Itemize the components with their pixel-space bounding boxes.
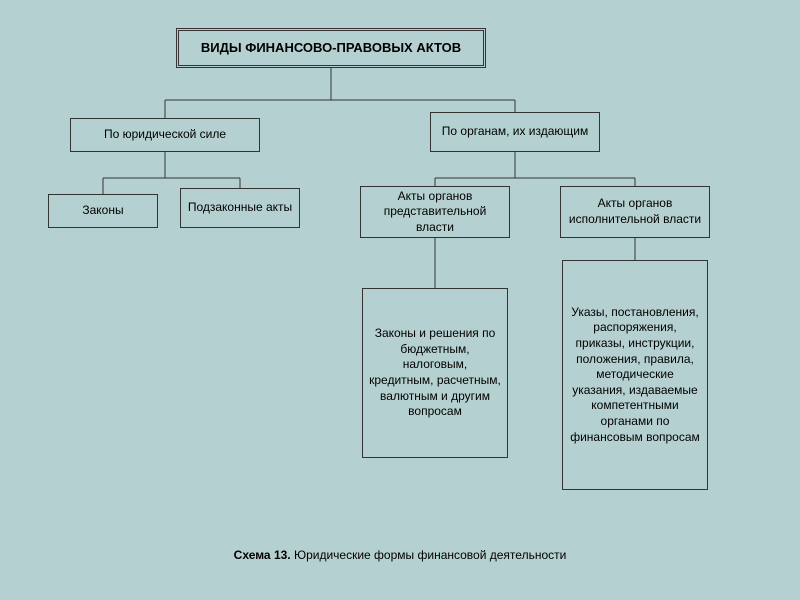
node-exec-acts-label: Акты органов исполнительной власти xyxy=(567,196,703,227)
node-rep-detail: Законы и решения по бюджетным, налоговым… xyxy=(362,288,508,458)
node-by-body-label: По органам, их издающим xyxy=(442,124,588,140)
node-by-body: По органам, их издающим xyxy=(430,112,600,152)
caption-text: Юридические формы финансовой деятельност… xyxy=(294,548,566,562)
node-rep-acts-label: Акты органов представительной власти xyxy=(367,189,503,236)
node-laws: Законы xyxy=(48,194,158,228)
caption-prefix: Схема 13. xyxy=(234,548,291,562)
node-sublaws-label: Подзаконные акты xyxy=(188,200,292,216)
node-rep-detail-label: Законы и решения по бюджетным, налоговым… xyxy=(369,326,501,420)
node-laws-label: Законы xyxy=(82,203,123,219)
node-root-label: ВИДЫ ФИНАНСОВО-ПРАВОВЫХ АКТОВ xyxy=(201,40,461,57)
node-exec-acts: Акты органов исполнительной власти xyxy=(560,186,710,238)
node-exec-detail-label: Указы, постановления, распоряжения, прик… xyxy=(569,305,701,445)
diagram-caption: Схема 13. Юридические формы финансовой д… xyxy=(200,548,600,562)
node-by-force-label: По юридической силе xyxy=(104,127,226,143)
node-by-force: По юридической силе xyxy=(70,118,260,152)
node-sublaws: Подзаконные акты xyxy=(180,188,300,228)
node-exec-detail: Указы, постановления, распоряжения, прик… xyxy=(562,260,708,490)
node-root: ВИДЫ ФИНАНСОВО-ПРАВОВЫХ АКТОВ xyxy=(176,28,486,68)
node-rep-acts: Акты органов представительной власти xyxy=(360,186,510,238)
